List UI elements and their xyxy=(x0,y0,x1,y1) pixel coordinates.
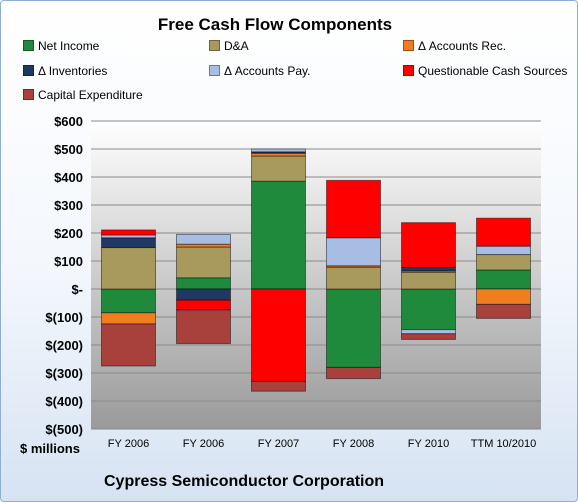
bar-questionable-cash-sources xyxy=(326,179,381,239)
y-tick-label: $(200) xyxy=(45,338,83,353)
legend-label: Δ Accounts Rec. xyxy=(418,39,507,53)
y-axis-unit-label: $ millions xyxy=(20,441,80,456)
company-name: Cypress Semiconductor Corporation xyxy=(104,473,385,490)
bar-delta-inventories xyxy=(101,237,156,249)
legend-label: Net Income xyxy=(38,39,100,53)
legend-label: Δ Accounts Pay. xyxy=(224,64,311,78)
y-tick-label: $- xyxy=(71,282,83,297)
bar-net-income xyxy=(176,277,231,290)
bar-d-a xyxy=(401,271,456,290)
bar-delta-accounts-pay xyxy=(101,234,156,239)
bar-capital-expenditure xyxy=(326,366,381,380)
bar-capital-expenditure xyxy=(476,303,531,319)
x-tick-label: FY 2008 xyxy=(333,438,374,450)
y-tick-label: $(400) xyxy=(45,394,83,409)
bar-delta-inventories xyxy=(401,266,456,272)
bar-questionable-cash-sources xyxy=(251,288,306,382)
bar-delta-accounts-rec xyxy=(476,288,531,305)
y-tick-label: $400 xyxy=(54,170,83,185)
legend-item-delta-inventories: Δ Inventories xyxy=(23,64,107,78)
y-tick-label: $(100) xyxy=(45,310,83,325)
x-tick-label: FY 2010 xyxy=(408,438,449,450)
bar-delta-accounts-pay xyxy=(401,329,456,335)
y-tick-label: $300 xyxy=(54,198,83,213)
bar-questionable-cash-sources xyxy=(401,222,456,268)
bar-d-a xyxy=(251,155,306,182)
x-tick-label: TTM 10/2010 xyxy=(471,438,536,450)
bar-delta-accounts-pay xyxy=(326,237,381,267)
chart-title: Free Cash Flow Components xyxy=(157,15,393,34)
legend-label: Capital Expenditure xyxy=(38,88,143,102)
bar-capital-expenditure xyxy=(251,380,306,392)
bar-questionable-cash-sources xyxy=(476,217,531,247)
bar-delta-accounts-rec xyxy=(101,312,156,325)
legend-swatch xyxy=(23,89,34,100)
legend-label: D&A xyxy=(224,39,249,53)
bar-net-income xyxy=(401,288,456,331)
legend-item-questionable-cash-sources: Questionable Cash Sources xyxy=(403,64,567,78)
bar-net-income xyxy=(101,288,156,314)
x-tick-label: FY 2006 xyxy=(108,438,149,450)
bar-d-a xyxy=(101,247,156,290)
bar-net-income xyxy=(326,288,381,368)
x-tick-label: FY 2007 xyxy=(258,438,299,450)
legend-item-net-income: Net Income xyxy=(23,39,99,53)
bar-delta-inventories xyxy=(176,288,231,301)
legend-swatch xyxy=(403,40,414,51)
bar-questionable-cash-sources xyxy=(176,299,231,311)
bar-capital-expenditure xyxy=(101,323,156,367)
bar-net-income xyxy=(251,180,306,290)
bar-capital-expenditure xyxy=(401,333,456,340)
x-tick-label: FY 2006 xyxy=(183,438,224,450)
bar-delta-accounts-pay xyxy=(476,245,531,256)
bar-questionable-cash-sources xyxy=(101,229,156,236)
legend-swatch xyxy=(23,65,34,76)
y-tick-label: $(300) xyxy=(45,366,83,381)
legend-label: Δ Inventories xyxy=(38,64,108,78)
legend-item-d-a: D&A xyxy=(209,39,249,53)
y-tick-label: $100 xyxy=(54,254,83,269)
bar-net-income xyxy=(476,269,531,290)
legend-swatch xyxy=(209,65,220,76)
bar-capital-expenditure xyxy=(176,309,231,345)
legend-item-delta-accounts-rec: Δ Accounts Rec. xyxy=(403,39,506,53)
y-tick-label: $200 xyxy=(54,226,83,241)
legend-item-capital-expenditure: Capital Expenditure xyxy=(23,88,143,102)
y-tick-label: $(500) xyxy=(45,422,83,437)
legend-swatch xyxy=(23,40,34,51)
legend-swatch xyxy=(403,65,414,76)
y-tick-label: $500 xyxy=(54,142,83,157)
plot-area xyxy=(91,121,541,429)
legend-label: Questionable Cash Sources xyxy=(418,64,568,78)
legend-swatch xyxy=(209,40,220,51)
bar-delta-accounts-pay xyxy=(251,148,306,153)
bar-d-a xyxy=(326,266,381,290)
bar-d-a xyxy=(176,246,231,279)
y-tick-label: $600 xyxy=(54,114,83,129)
bar-delta-accounts-pay xyxy=(176,233,231,245)
bar-d-a xyxy=(476,254,531,271)
legend-item-delta-accounts-pay: Δ Accounts Pay. xyxy=(209,64,311,78)
